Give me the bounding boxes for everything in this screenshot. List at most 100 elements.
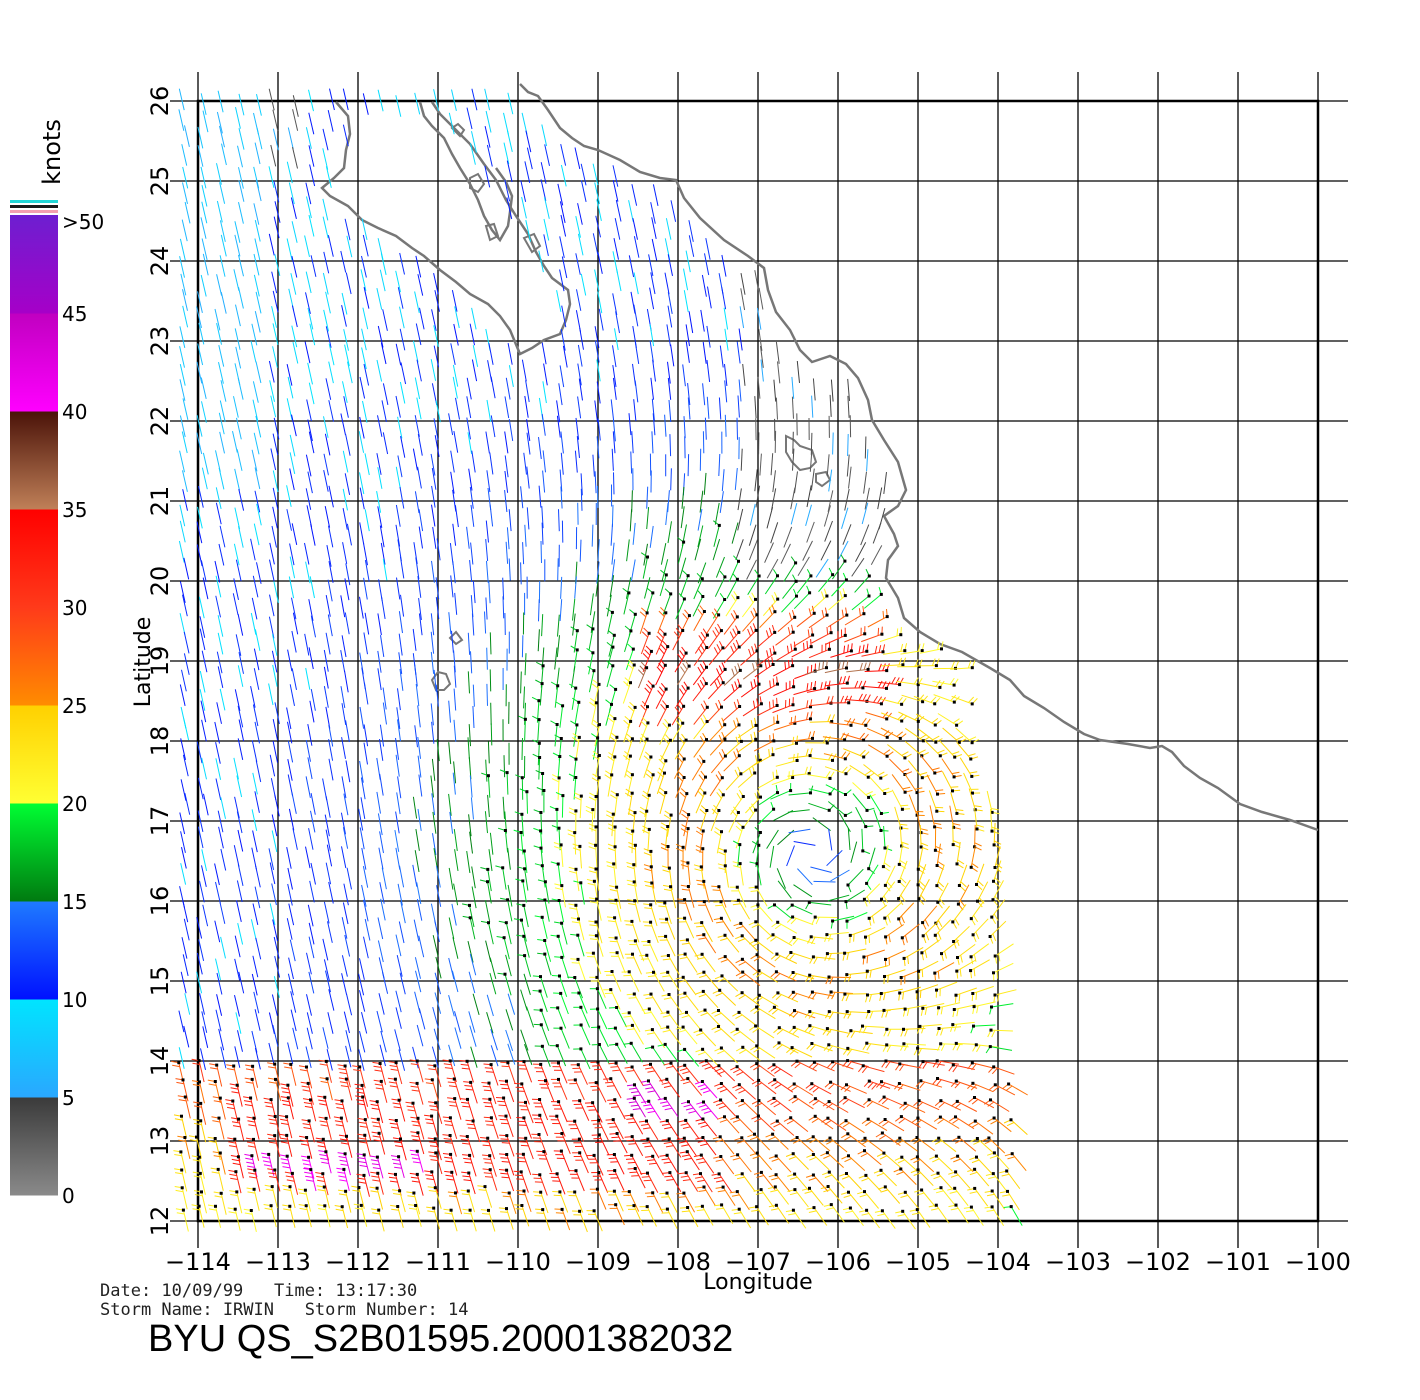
barb-shaft xyxy=(216,163,222,185)
barb-feather xyxy=(931,658,936,666)
wind-barb xyxy=(305,127,312,149)
wind-barb xyxy=(382,432,389,455)
wind-barb xyxy=(793,884,813,898)
barb-dot xyxy=(686,686,690,690)
barb-shaft xyxy=(250,340,257,363)
barb-feather xyxy=(681,813,688,819)
barb-shaft xyxy=(538,485,542,508)
barb-shaft xyxy=(756,863,762,886)
barb-dot xyxy=(956,902,960,906)
barb-shaft xyxy=(724,414,727,437)
wind-barb xyxy=(201,849,208,872)
wind-barb xyxy=(589,593,594,616)
wind-barb xyxy=(236,449,243,471)
barb-shaft xyxy=(216,111,223,134)
barb-shaft xyxy=(901,923,920,939)
wind-barb xyxy=(606,594,612,617)
barb-dot xyxy=(952,775,956,779)
barb-shaft xyxy=(646,486,649,509)
barb-shaft xyxy=(466,107,473,130)
barb-dot xyxy=(699,865,703,869)
barb-feather xyxy=(591,683,599,689)
barb-shaft xyxy=(363,577,368,600)
wind-barb xyxy=(399,306,405,329)
wind-barb xyxy=(633,236,640,258)
wind-barb xyxy=(200,217,207,239)
barb-dot xyxy=(627,591,631,595)
barb-dot xyxy=(920,754,924,758)
barb-shaft xyxy=(219,182,226,204)
wind-barb xyxy=(990,899,1006,924)
barb-shaft xyxy=(917,728,937,743)
barb-feather xyxy=(607,717,615,723)
wind-barb xyxy=(467,432,473,455)
wind-barb xyxy=(286,238,293,261)
wind-barb xyxy=(471,131,477,153)
barb-shaft xyxy=(574,147,581,170)
wind-barb xyxy=(448,793,452,816)
wind-barb xyxy=(346,523,352,546)
barb-shaft xyxy=(180,273,187,296)
wind-barb xyxy=(380,635,385,657)
wind-barb xyxy=(541,522,544,545)
barb-dot xyxy=(738,843,742,847)
wind-barb xyxy=(179,504,186,527)
barb-feather xyxy=(609,940,618,943)
wind-barb xyxy=(380,253,387,276)
wind-barb xyxy=(852,782,876,799)
barb-feather xyxy=(806,712,809,720)
wind-barb xyxy=(217,810,224,833)
barb-feather xyxy=(731,810,738,817)
barb-shaft xyxy=(757,721,778,733)
wind-barb xyxy=(490,702,492,725)
barb-shaft xyxy=(234,689,241,711)
wind-barb xyxy=(706,699,723,724)
barb-shaft xyxy=(489,632,492,655)
barb-shaft xyxy=(234,507,241,530)
barb-shaft xyxy=(344,578,350,601)
barb-shaft xyxy=(305,127,312,149)
barb-feather xyxy=(786,645,789,654)
barb-shaft xyxy=(376,359,383,382)
wind-barb xyxy=(986,790,1000,815)
wind-barb xyxy=(737,488,742,511)
wind-barb xyxy=(431,793,436,816)
wind-barb xyxy=(395,934,402,957)
wind-barb xyxy=(908,794,925,817)
barb-shaft xyxy=(471,88,478,111)
wind-barb xyxy=(196,306,202,329)
barb-dot xyxy=(901,663,905,667)
wind-barb xyxy=(233,269,240,291)
wind-barb xyxy=(417,808,422,831)
barb-shaft xyxy=(358,431,365,453)
barb-dot xyxy=(898,683,902,687)
wind-barb xyxy=(363,286,370,309)
barb-shaft xyxy=(576,289,582,311)
barb-shaft xyxy=(632,953,642,975)
wind-barb xyxy=(305,271,312,294)
wind-barb xyxy=(963,772,981,795)
barb-feather xyxy=(699,644,705,652)
wind-barb xyxy=(201,238,208,261)
barb-shaft xyxy=(273,417,280,440)
barb-feather xyxy=(679,688,685,696)
barb-dot xyxy=(486,880,489,884)
barb-shaft xyxy=(723,307,729,330)
barb-shaft xyxy=(417,274,424,296)
wind-barb xyxy=(589,897,602,921)
barb-shaft xyxy=(700,309,705,332)
wind-barb xyxy=(658,787,668,815)
wind-barb xyxy=(612,345,617,368)
barb-shaft xyxy=(217,615,224,637)
wind-barb xyxy=(626,659,636,686)
wind-barb xyxy=(328,724,334,747)
barb-dot xyxy=(758,758,762,762)
wind-barb xyxy=(577,363,582,386)
barb-shaft xyxy=(309,700,315,723)
barb-shaft xyxy=(612,345,617,368)
wind-barb xyxy=(524,702,526,725)
barb-shaft xyxy=(788,792,811,796)
wind-barb xyxy=(806,680,831,693)
barb-feather xyxy=(658,791,666,797)
barb-shaft xyxy=(773,686,794,697)
